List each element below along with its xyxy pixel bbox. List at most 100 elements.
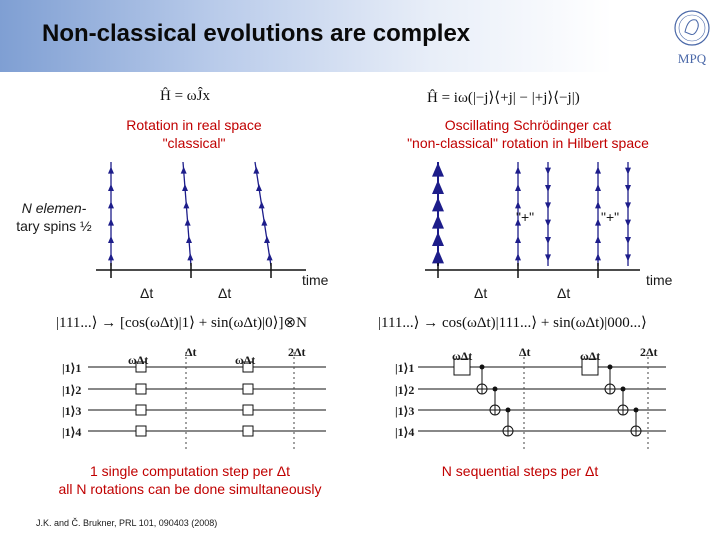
left-hamiltonian: Ĥ = ωĴx — [160, 88, 211, 104]
spin-arrowhead — [253, 166, 260, 174]
left-rotation-gate — [242, 361, 254, 373]
spin-arrowhead — [180, 166, 187, 174]
right-rotation-gate — [453, 358, 471, 376]
left-caption-line2: all N rotations can be done simultaneous… — [58, 481, 322, 497]
spin-arrowhead — [515, 236, 521, 243]
spin-arrowhead — [625, 219, 631, 227]
spin-arrowhead — [108, 166, 114, 174]
spin-arrowhead — [108, 184, 114, 191]
spin-arrowhead — [515, 166, 521, 174]
spin-arrowhead — [625, 167, 631, 175]
spin-arrowhead — [545, 202, 551, 210]
spin-arrowhead — [595, 184, 601, 191]
spin-arrowhead — [184, 218, 191, 226]
mpq-logo: MPQ — [674, 10, 710, 66]
spin-arrowhead — [595, 218, 601, 226]
cnot-control — [620, 386, 626, 392]
left-rotation-gate — [242, 383, 254, 395]
right-time-mark: Δt — [519, 345, 531, 359]
left-wire-label: |1⟩1 — [62, 361, 82, 375]
cnot-control — [633, 407, 639, 413]
cnot-control — [607, 364, 613, 370]
spin-arrowhead — [261, 218, 268, 226]
left-dt-1: Δt — [140, 285, 154, 301]
spin-arrowhead — [545, 167, 551, 175]
left-rotation-gate — [242, 404, 254, 416]
right-rotation-gate — [581, 358, 599, 376]
right-caption: N sequential steps per Δt — [441, 463, 599, 479]
left-state-formula: |111...⟩ → [cos(ωΔt)|1⟩ + sin(ωΔt)|0⟩]⊗N — [56, 315, 307, 331]
right-heading-line1: Oscillating Schrödinger cat — [444, 117, 612, 133]
spin-arrowhead — [515, 253, 521, 261]
left-gate-label: ωΔt — [235, 353, 256, 367]
slide-title: Non-classical evolutions are complex — [42, 20, 471, 47]
spin-arrowhead — [625, 254, 631, 262]
left-time-mark: 2Δt — [288, 345, 306, 359]
cnot-control — [492, 386, 498, 392]
spins-label: N elemen- tary spins ½ — [0, 199, 108, 235]
spin-arrowhead — [108, 253, 114, 261]
right-time-label: time — [646, 272, 673, 288]
spin-arrowhead — [515, 184, 521, 191]
right-wire-label: |1⟩2 — [395, 383, 415, 397]
right-gate-label: ωΔt — [452, 349, 473, 363]
spin-arrowhead — [432, 232, 444, 246]
right-wire-label: |1⟩1 — [395, 361, 415, 375]
left-rotation-gate — [135, 404, 147, 416]
spin-arrowhead — [515, 201, 521, 209]
spin-arrowhead — [108, 218, 114, 226]
spin-arrowhead — [625, 202, 631, 210]
spin-arrowhead — [595, 253, 601, 261]
spin-arrowhead — [545, 219, 551, 227]
right-state-formula: |111...⟩ → cos(ωΔt)|111...⟩ + sin(ωΔt)|0… — [378, 315, 647, 331]
right-time-mark: 2Δt — [640, 345, 658, 359]
spin-arrowhead — [264, 236, 270, 243]
spin-arrowhead — [432, 197, 444, 212]
left-wire-label: |1⟩2 — [62, 383, 82, 397]
cnot-control — [479, 364, 485, 370]
spin-arrowhead — [256, 184, 262, 191]
spin-arrowhead — [432, 180, 444, 194]
spin-arrowhead — [595, 166, 601, 174]
right-wire-label: |1⟩4 — [395, 425, 415, 439]
spin-arrowhead — [545, 254, 551, 262]
right-heading-line2: "non-classical" rotation in Hilbert spac… — [407, 135, 649, 151]
spin-arrowhead — [266, 253, 273, 261]
spin-arrowhead — [545, 185, 551, 192]
spins-label-line2: tary spins ½ — [16, 218, 92, 234]
spin-arrowhead — [183, 201, 190, 209]
plus-label-2: "+" — [601, 209, 620, 225]
spin-arrowhead — [625, 185, 631, 192]
spin-arrowhead — [595, 236, 601, 243]
right-gate-label: ωΔt — [580, 349, 601, 363]
left-time-label: time — [302, 272, 329, 288]
spin-column-line — [182, 161, 192, 267]
left-heading: Rotation in real space "classical" — [96, 116, 292, 152]
left-heading-line2: "classical" — [162, 135, 226, 151]
left-rotation-gate — [242, 425, 254, 437]
title-bar — [0, 0, 720, 72]
reference: J.K. and Č. Brukner, PRL 101, 090403 (20… — [36, 518, 218, 528]
spin-arrowhead — [595, 201, 601, 209]
spin-arrowhead — [545, 237, 551, 244]
spin-arrowhead — [108, 236, 114, 243]
right-dt-1: Δt — [474, 285, 488, 301]
left-rotation-gate — [135, 361, 147, 373]
right-hamiltonian: Ĥ = iω(|−j⟩⟨+j| − |+j⟩⟨−j|) — [427, 90, 580, 106]
left-dt-2: Δt — [218, 285, 232, 301]
left-wire-label: |1⟩3 — [62, 404, 82, 418]
left-caption-line1: 1 single computation step per Δt — [89, 463, 291, 479]
left-heading-line1: Rotation in real space — [126, 117, 262, 133]
spin-arrowhead — [187, 253, 194, 261]
spin-arrowhead — [432, 162, 444, 177]
right-wire-label: |1⟩3 — [395, 404, 415, 418]
right-dt-2: Δt — [557, 285, 571, 301]
spin-column-line — [254, 161, 272, 267]
spin-arrowhead — [258, 201, 265, 209]
spin-arrows — [108, 161, 631, 267]
spin-arrowhead — [108, 201, 114, 209]
left-rotation-gate — [135, 383, 147, 395]
plus-label-1: "+" — [516, 209, 535, 225]
